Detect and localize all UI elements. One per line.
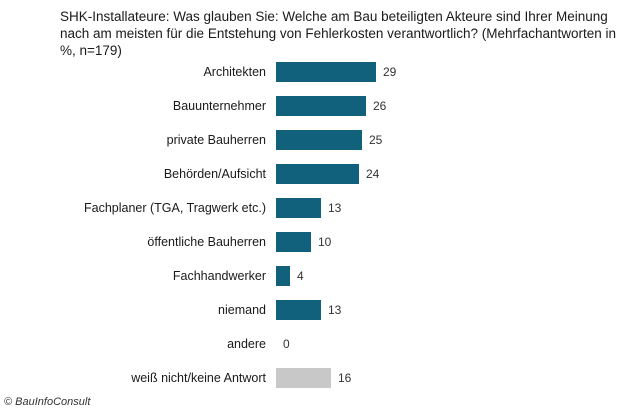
- value-label: 16: [338, 371, 352, 385]
- bar: [276, 368, 331, 388]
- bar-row: Fachhandwerker 4: [0, 266, 640, 286]
- bar: [276, 96, 366, 116]
- value-label: 13: [328, 303, 342, 317]
- bar-row: Architekten 29: [0, 62, 640, 82]
- bar-row: andere 0: [0, 334, 640, 354]
- category-label: Bauunternehmer: [172, 99, 266, 113]
- value-label: 24: [366, 167, 380, 181]
- bar: [276, 198, 321, 218]
- value-label: 25: [369, 133, 383, 147]
- bar: [276, 266, 290, 286]
- bar: [276, 232, 311, 252]
- value-label: 26: [373, 99, 387, 113]
- category-label: andere: [227, 337, 266, 351]
- category-label: private Bauherren: [166, 133, 266, 147]
- category-label: öffentliche Bauherren: [147, 235, 266, 249]
- category-label: Behörden/Aufsicht: [163, 167, 266, 181]
- bar: [276, 300, 321, 320]
- bar: [276, 62, 376, 82]
- bar-row: Bauunternehmer 26: [0, 96, 640, 116]
- value-label: 0: [283, 337, 290, 351]
- bar-row: öffentliche Bauherren 10: [0, 232, 640, 252]
- category-label: weiß nicht/keine Antwort: [131, 371, 266, 385]
- category-label: niemand: [218, 303, 266, 317]
- bar-row: Behörden/Aufsicht 24: [0, 164, 640, 184]
- bar-row: Fachplaner (TGA, Tragwerk etc.) 13: [0, 198, 640, 218]
- copyright-footer: © BauInfoConsult: [4, 396, 91, 408]
- bar: [276, 130, 362, 150]
- chart-title: SHK-Installateure: Was glauben Sie: Welc…: [60, 9, 617, 58]
- value-label: 10: [318, 235, 332, 249]
- value-label: 29: [383, 65, 397, 79]
- category-label: Fachplaner (TGA, Tragwerk etc.): [83, 201, 266, 215]
- value-label: 4: [297, 269, 304, 283]
- bar-row: private Bauherren 25: [0, 130, 640, 150]
- bar-row: niemand 13: [0, 300, 640, 320]
- value-label: 13: [328, 201, 342, 215]
- bar: [276, 164, 359, 184]
- bar-row: weiß nicht/keine Antwort 16: [0, 368, 640, 388]
- category-label: Fachhandwerker: [172, 269, 266, 283]
- category-label: Architekten: [203, 65, 266, 79]
